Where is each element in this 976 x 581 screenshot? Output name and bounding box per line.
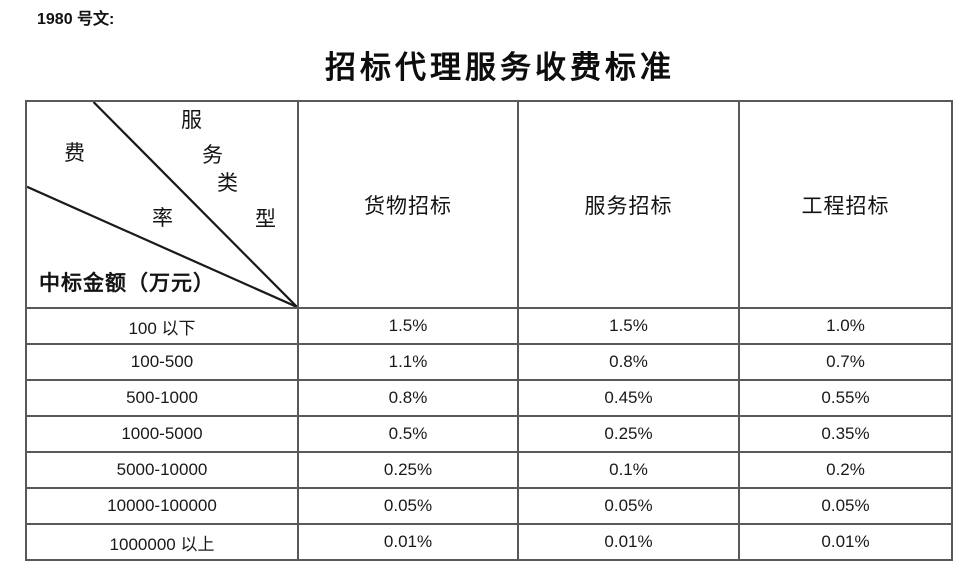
table-header-row: 费 率 服 务 类 型 中标金额（万元） 货物招标 服务招标 工程招标 <box>25 100 953 309</box>
rate-value: 0.01% <box>738 523 953 561</box>
rate-value: 0.01% <box>297 523 519 561</box>
table-row: 1000000 以上 0.01% 0.01% 0.01% <box>25 523 953 561</box>
row-label: 1000000 以上 <box>25 523 299 561</box>
rate-value: 0.1% <box>517 451 740 489</box>
column-header-services: 服务招标 <box>517 100 740 309</box>
table-row: 500-1000 0.8% 0.45% 0.55% <box>25 379 953 417</box>
rate-value: 0.45% <box>517 379 740 417</box>
rate-value: 0.8% <box>297 379 519 417</box>
rate-value: 0.2% <box>738 451 953 489</box>
corner-service-type-char: 类 <box>217 171 238 195</box>
rate-value: 0.05% <box>297 487 519 525</box>
rate-value: 0.01% <box>517 523 740 561</box>
rate-value: 0.05% <box>517 487 740 525</box>
corner-service-type-char: 务 <box>202 143 223 167</box>
row-label: 500-1000 <box>25 379 299 417</box>
corner-rate-char: 率 <box>152 206 173 230</box>
rate-value: 0.25% <box>297 451 519 489</box>
table-row: 10000-100000 0.05% 0.05% 0.05% <box>25 487 953 525</box>
table-corner-cell: 费 率 服 务 类 型 中标金额（万元） <box>25 100 299 309</box>
rate-value: 0.7% <box>738 343 953 381</box>
page-title: 招标代理服务收费标准 <box>325 50 675 85</box>
corner-amount-axis-label: 中标金额（万元） <box>39 271 215 295</box>
corner-fee-char: 费 <box>64 141 85 165</box>
column-header-goods: 货物招标 <box>297 100 519 309</box>
rate-value: 0.8% <box>517 343 740 381</box>
rate-value: 1.1% <box>297 343 519 381</box>
corner-service-type-char: 型 <box>255 207 276 231</box>
table-row: 1000-5000 0.5% 0.25% 0.35% <box>25 415 953 453</box>
rate-value: 0.05% <box>738 487 953 525</box>
rate-value: 1.5% <box>297 307 519 345</box>
row-label: 10000-100000 <box>25 487 299 525</box>
table-row: 100-500 1.1% 0.8% 0.7% <box>25 343 953 381</box>
rate-value: 0.55% <box>738 379 953 417</box>
diagonal-divider-lines <box>28 103 296 306</box>
rate-value: 0.25% <box>517 415 740 453</box>
table-row: 100 以下 1.5% 1.5% 1.0% <box>25 307 953 345</box>
rate-value: 0.35% <box>738 415 953 453</box>
fee-standard-table: 费 率 服 务 类 型 中标金额（万元） 货物招标 服务招标 工程招标 100 … <box>25 100 953 561</box>
doc-ref-number: 1980 号文: <box>37 11 115 28</box>
rate-value: 0.5% <box>297 415 519 453</box>
row-label: 100-500 <box>25 343 299 381</box>
table-row: 5000-10000 0.25% 0.1% 0.2% <box>25 451 953 489</box>
row-label: 100 以下 <box>25 307 299 345</box>
row-label: 1000-5000 <box>25 415 299 453</box>
corner-service-type-char: 服 <box>181 108 202 132</box>
rate-value: 1.0% <box>738 307 953 345</box>
rate-value: 1.5% <box>517 307 740 345</box>
column-header-works: 工程招标 <box>738 100 953 309</box>
row-label: 5000-10000 <box>25 451 299 489</box>
